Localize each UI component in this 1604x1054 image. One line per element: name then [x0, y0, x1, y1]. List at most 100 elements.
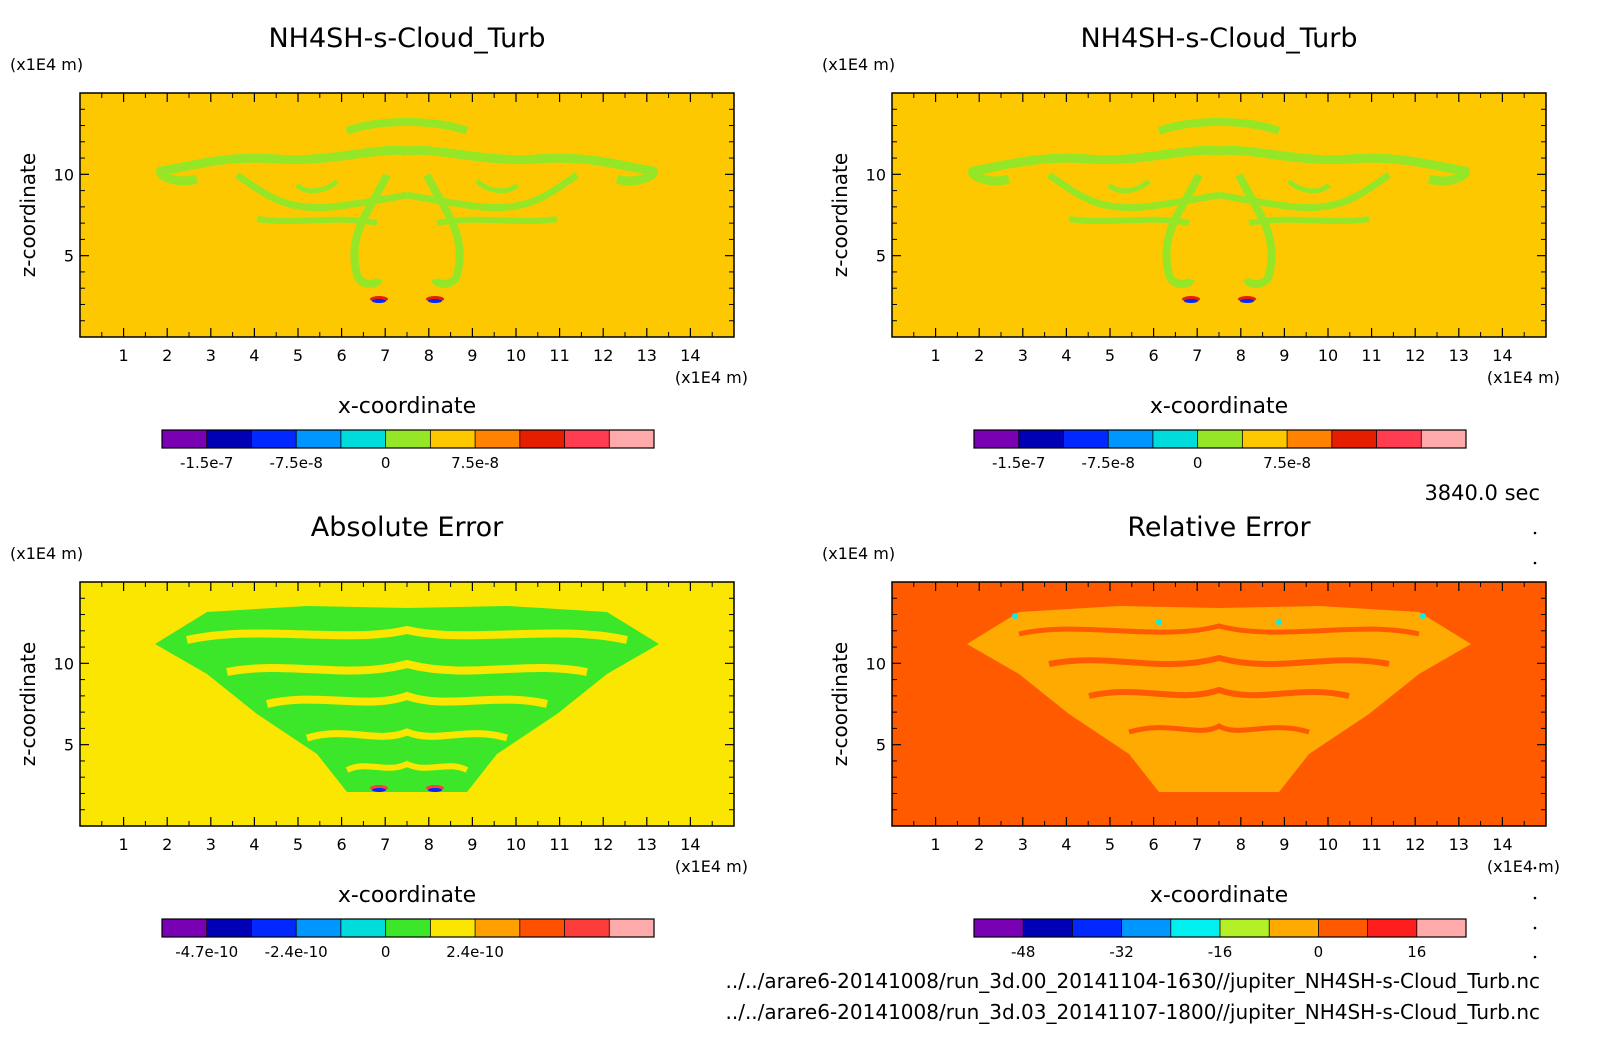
- y-axis-label: z-coordinate: [828, 153, 852, 277]
- colorbar-label: -1.5e-7: [180, 454, 233, 472]
- x-tick-label: 1: [931, 835, 941, 854]
- x-tick-label: 4: [1061, 346, 1071, 365]
- x-tick-label: 2: [974, 835, 984, 854]
- colorbar-swatch: [974, 430, 1020, 448]
- x-unit-label: (x1E4 m): [1487, 857, 1560, 876]
- colorbar-swatch: [1197, 430, 1243, 448]
- colorbar-label: -7.5e-8: [1081, 454, 1134, 472]
- colorbar-label: 16: [1407, 943, 1426, 961]
- colorbar-swatch: [1421, 430, 1467, 448]
- colorbar-swatch: [430, 430, 476, 448]
- y-tick-label: 10: [54, 654, 74, 673]
- y-axis-label: z-coordinate: [828, 642, 852, 766]
- x-tick-label: 12: [593, 835, 613, 854]
- file-path-2: ../../arare6-20141008/run_3d.03_20141107…: [726, 1000, 1541, 1024]
- colorbar-swatch: [251, 430, 297, 448]
- x-axis-label: x-coordinate: [338, 883, 476, 908]
- colorbar-label: -32: [1109, 943, 1134, 961]
- colorbar-swatch: [1220, 919, 1270, 937]
- colorbar-swatch: [1152, 430, 1199, 448]
- colorbar-swatch: [1018, 430, 1064, 448]
- x-tick-label: 2: [974, 346, 984, 365]
- colorbar-swatch: [1376, 430, 1422, 448]
- colorbar-swatch: [206, 430, 252, 448]
- colorbar-swatch: [1072, 919, 1123, 937]
- x-tick-label: 10: [1318, 346, 1338, 365]
- cloud-structure: [156, 118, 658, 303]
- colorbar-label: -16: [1208, 943, 1233, 961]
- x-tick-label: 8: [424, 835, 434, 854]
- x-tick-label: 9: [1279, 835, 1289, 854]
- colorbar-swatch: [519, 919, 566, 937]
- colorbar-swatch: [974, 919, 1024, 937]
- x-tick-label: 1: [119, 346, 129, 365]
- colorbar-swatch: [1269, 919, 1319, 937]
- chart-title: NH4SH-s-Cloud_Turb: [268, 23, 545, 54]
- x-tick-label: 6: [1149, 835, 1159, 854]
- x-tick-label: 3: [206, 346, 216, 365]
- colorbar-swatch: [1331, 430, 1378, 448]
- colorbar-swatch: [609, 919, 655, 937]
- y-tick-label: 10: [866, 654, 886, 673]
- colorbar-swatch: [162, 919, 208, 937]
- cloud-structure: [967, 606, 1471, 792]
- colorbar: -4.7e-10 -2.4e-10 0 2.4e-10: [161, 918, 655, 961]
- x-tick-label: 13: [1449, 346, 1469, 365]
- colorbar-swatch: [340, 919, 387, 937]
- x-tick-label: 6: [337, 346, 347, 365]
- margin-dots: [1533, 531, 1537, 959]
- colorbar: -1.5e-7 -7.5e-8 0 7.5e-8: [161, 429, 655, 472]
- y-tick-label: 10: [866, 165, 886, 184]
- colorbar-label: -7.5e-8: [269, 454, 322, 472]
- y-tick-label: 5: [876, 247, 886, 266]
- field-background: [80, 93, 734, 337]
- colorbar-swatch: [1121, 919, 1172, 937]
- colorbar-label: -48: [1011, 943, 1036, 961]
- colorbar-swatch: [296, 919, 342, 937]
- chart-title: NH4SH-s-Cloud_Turb: [1080, 23, 1357, 54]
- colorbar-swatch: [430, 919, 476, 937]
- colorbar-swatch: [385, 919, 431, 937]
- x-tick-label: 13: [1449, 835, 1469, 854]
- colorbar-swatch: [564, 919, 610, 937]
- colorbar-label: 7.5e-8: [1263, 454, 1311, 472]
- x-tick-label: 9: [467, 835, 477, 854]
- x-tick-label: 8: [1236, 835, 1246, 854]
- colorbar-swatch: [1318, 919, 1369, 937]
- chart-title: Absolute Error: [311, 512, 504, 543]
- x-tick-label: 5: [1105, 835, 1115, 854]
- z-unit-label: (x1E4 m): [10, 544, 83, 563]
- x-tick-label: 12: [1405, 835, 1425, 854]
- x-tick-label: 11: [1361, 346, 1381, 365]
- x-tick-label: 4: [249, 835, 259, 854]
- x-axis-label: x-coordinate: [1150, 394, 1288, 419]
- x-tick-label: 4: [1061, 835, 1071, 854]
- x-tick-label: 8: [1236, 346, 1246, 365]
- colorbar-label: -1.5e-7: [992, 454, 1045, 472]
- y-axis-label: z-coordinate: [16, 153, 40, 277]
- colorbar-swatch: [1108, 430, 1154, 448]
- x-tick-label: 14: [680, 346, 700, 365]
- colorbar-swatch: [1416, 919, 1467, 937]
- colorbar-swatch: [1242, 430, 1288, 448]
- colorbar-swatch: [1287, 430, 1333, 448]
- x-axis-label: x-coordinate: [1150, 883, 1288, 908]
- colorbar-swatch: [206, 919, 252, 937]
- x-tick-label: 11: [1361, 835, 1381, 854]
- x-tick-label: 11: [549, 835, 569, 854]
- colorbar-swatch: [1023, 919, 1073, 937]
- colorbar-swatch: [475, 430, 521, 448]
- x-tick-label: 7: [380, 346, 390, 365]
- x-tick-label: 3: [206, 835, 216, 854]
- y-axis-label: z-coordinate: [16, 642, 40, 766]
- x-tick-label: 14: [1492, 346, 1512, 365]
- x-tick-label: 11: [549, 346, 569, 365]
- x-tick-label: 6: [337, 835, 347, 854]
- field-background: [892, 93, 1546, 337]
- file-path-1: ../../arare6-20141008/run_3d.00_20141104…: [726, 969, 1541, 993]
- x-tick-label: 14: [680, 835, 700, 854]
- x-tick-label: 5: [293, 835, 303, 854]
- colorbar-label: 0: [381, 943, 391, 961]
- colorbar-swatch: [1063, 430, 1109, 448]
